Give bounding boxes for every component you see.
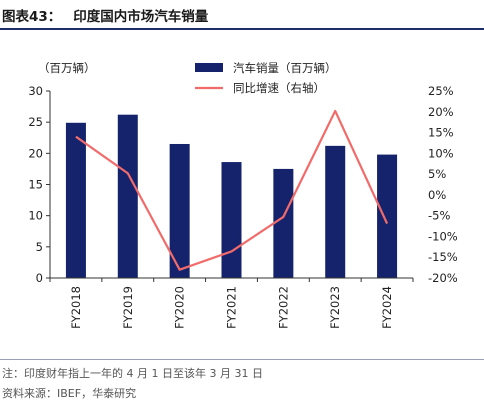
right-tick-label: 25% [428, 84, 454, 98]
left-tick-label: 30 [28, 84, 43, 98]
legend-bar-swatch [195, 63, 223, 72]
left-tick-label: 10 [28, 209, 43, 223]
chart: （百万辆） 0 5 10 15 20 25 30 -20% -15% -10% -5% 0% 5% 10% 1… [28, 61, 458, 329]
right-tick-label: 10% [428, 146, 454, 160]
bar-FY2018 [65, 122, 86, 278]
figure-title-bar: 图表43： 印度国内市场汽车销量 [0, 0, 484, 30]
x-tick-label: FY2023 [328, 286, 342, 329]
right-tick-label: -20% [428, 271, 458, 285]
left-tick-label: 25 [28, 115, 43, 129]
x-tick-label: FY2020 [173, 286, 187, 329]
right-tick-label: 0% [428, 188, 446, 202]
bar-FY2022 [273, 168, 294, 278]
x-tick-label: FY2018 [69, 286, 83, 329]
left-tick-label: 5 [36, 240, 43, 254]
bar-FY2024 [377, 154, 398, 278]
x-tick-label: FY2022 [276, 286, 290, 329]
figure-title-text: 印度国内市场汽车销量 [73, 9, 209, 25]
left-tick-label: 0 [36, 271, 43, 285]
figure-title: 图表43： 印度国内市场汽车销量 [2, 5, 208, 25]
left-tick-label: 20 [28, 146, 43, 160]
x-tick-label: FY2024 [380, 286, 394, 329]
right-tick-label: -15% [428, 250, 458, 264]
footnote: 注：印度财年指上一年的 4 月 1 日至该年 3 月 31 日 [2, 367, 263, 380]
left-tick-label: 15 [28, 178, 43, 192]
right-tick-label: -5% [428, 209, 450, 223]
right-tick-label: -10% [428, 229, 458, 243]
legend-line-label: 同比增速（右轴） [233, 81, 325, 95]
right-tick-label: 5% [428, 167, 446, 181]
bar-FY2021 [221, 162, 242, 278]
bar-FY2020 [169, 143, 190, 278]
bar-FY2019 [117, 114, 138, 278]
x-tick-label: FY2021 [225, 286, 239, 329]
bar-FY2023 [325, 145, 346, 278]
source-note: 资料来源：IBEF，华泰研究 [2, 387, 137, 400]
x-tick-label: FY2019 [121, 286, 135, 329]
legend-bar-label: 汽车销量（百万辆） [233, 61, 337, 75]
right-tick-label: 20% [428, 105, 454, 119]
right-tick-label: 15% [428, 126, 454, 140]
left-axis-unit-label: （百万辆） [38, 61, 96, 75]
figure-label: 图表43： [2, 9, 62, 25]
footer-divider [0, 359, 484, 360]
